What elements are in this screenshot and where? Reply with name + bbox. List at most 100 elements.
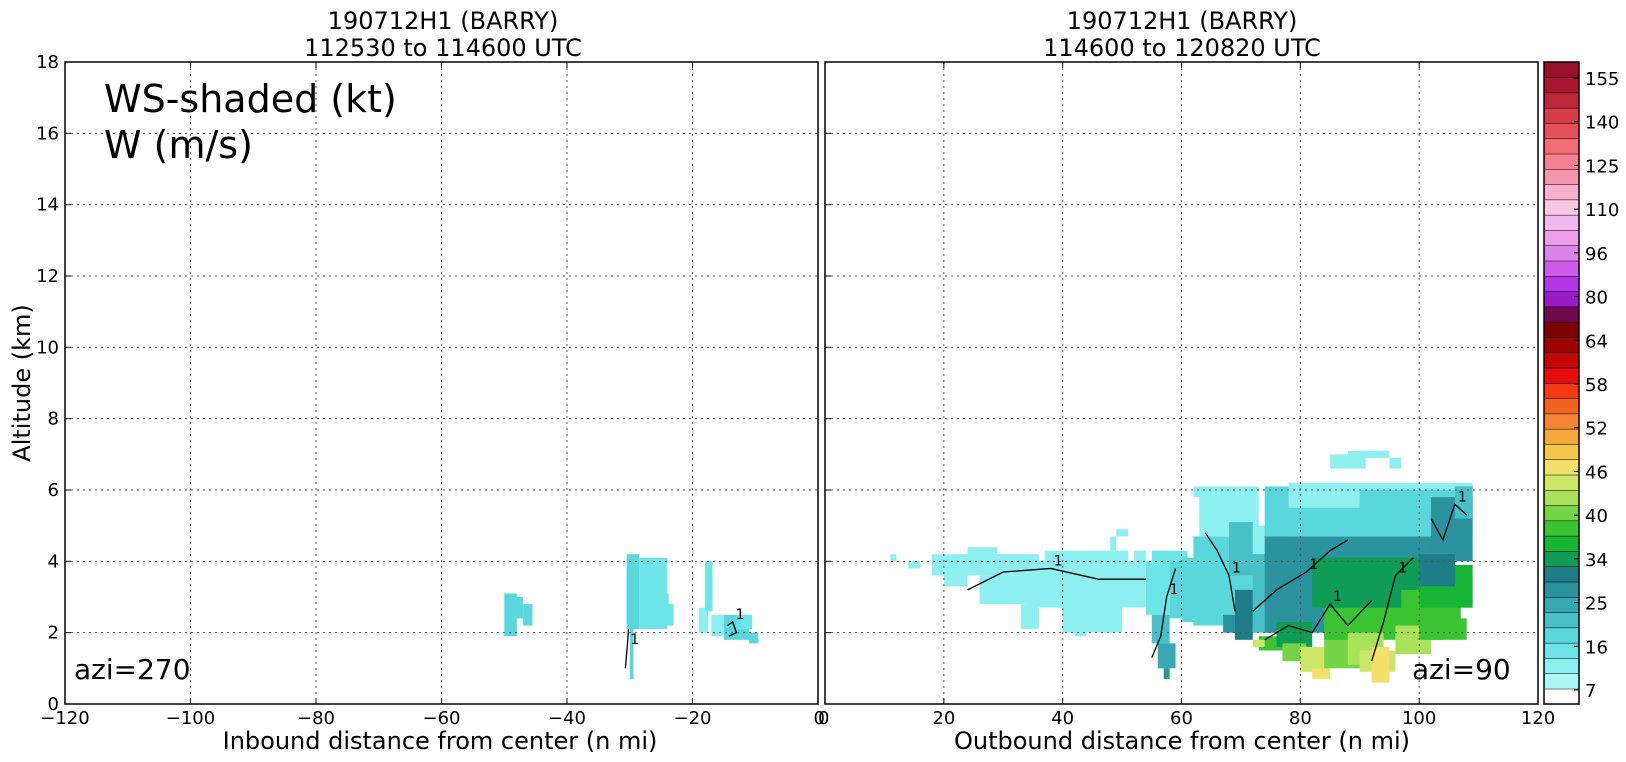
- ws-cell: [1021, 604, 1039, 630]
- ws-cell: [736, 614, 753, 630]
- ws-cell: [1347, 450, 1390, 458]
- colorbar-band: [1543, 184, 1580, 201]
- colorbar-tick-label: 110: [1585, 200, 1619, 221]
- legend-text-w: W (m/s): [104, 123, 253, 167]
- colorbar-band: [1543, 566, 1580, 583]
- colorbar-band: [1543, 138, 1580, 155]
- ws-cell: [698, 607, 709, 633]
- x-tick-label: 60: [1170, 708, 1193, 729]
- colorbar-band: [1543, 168, 1580, 185]
- ws-cell: [748, 632, 759, 644]
- x-tick-label: −60: [423, 708, 461, 729]
- colorbar-band: [1543, 428, 1580, 445]
- colorbar-band: [1543, 443, 1580, 460]
- x-tick-label: 120: [1521, 708, 1555, 729]
- right-panel-xticks: 0 20 40 60 80 100 120: [814, 61, 1555, 729]
- left-panel-xticks: −120 −100 −80 −60 −40 −20 0: [40, 62, 829, 729]
- w-contour: [1371, 557, 1414, 662]
- colorbar-band: [1543, 489, 1580, 506]
- w-contour-label: 1: [1170, 582, 1179, 598]
- colorbar-band: [1543, 61, 1580, 78]
- colorbar-band: [1543, 627, 1580, 644]
- colorbar-band: [1543, 122, 1580, 139]
- colorbar-tick-label: 46: [1585, 462, 1608, 483]
- x-tick-label: −20: [674, 708, 712, 729]
- ws-cell: [523, 604, 533, 626]
- ws-cell: [626, 554, 640, 630]
- ws-cell: [1371, 646, 1390, 683]
- ws-cell: [931, 554, 1039, 576]
- ws-cell: [1229, 522, 1253, 576]
- colorbar-tick-label: 64: [1585, 331, 1608, 352]
- colorbar-labels: 155 140 125 110 96 80 64 58 52 46 40 34 25 16 7: [1574, 69, 1619, 702]
- colorbar-band: [1543, 199, 1580, 216]
- colorbar-band: [1543, 153, 1580, 170]
- colorbar-tick-label: 140: [1585, 113, 1619, 134]
- y-tick-label: 6: [48, 480, 59, 501]
- x-tick-label: −80: [297, 708, 335, 729]
- colorbar-band: [1543, 336, 1580, 353]
- w-contour-label: 1: [1232, 561, 1241, 577]
- right-panel-xlabel: Outbound distance from center (n mi): [954, 727, 1410, 755]
- ws-cell: [1234, 589, 1253, 640]
- y-tick-label: 0: [48, 694, 59, 715]
- ws-cell: [890, 554, 897, 562]
- left-panel-title-line1: 190712H1 (BARRY): [328, 7, 559, 35]
- ws-cell: [1252, 639, 1265, 647]
- x-tick-label: 0: [818, 708, 829, 729]
- ws-cell: [1151, 550, 1188, 562]
- left-panel-grid: [65, 62, 818, 704]
- colorbar-band: [1543, 214, 1580, 231]
- ws-cell: [1330, 454, 1366, 469]
- ws-cell: [1312, 668, 1331, 680]
- left-panel-title-line2: 112530 to 114600 UTC: [304, 34, 582, 62]
- colorbar-tick-label: 25: [1585, 594, 1608, 615]
- colorbar-frame: [1543, 61, 1580, 705]
- ws-cell: [1145, 561, 1170, 615]
- y-tick-label: 8: [48, 409, 59, 430]
- colorbar-tick-label: 125: [1585, 156, 1619, 177]
- x-tick-label: −120: [40, 708, 89, 729]
- ws-cell: [629, 625, 634, 680]
- y-tick-label: 16: [36, 123, 59, 144]
- ws-cell: [711, 614, 724, 637]
- colorbar-tick-label: 52: [1585, 419, 1608, 440]
- ws-cell: [664, 604, 674, 626]
- ws-cell: [1419, 554, 1455, 587]
- ws-cell: [967, 547, 998, 562]
- ws-cell: [1074, 621, 1087, 637]
- colorbar-tick-label: 40: [1585, 506, 1608, 527]
- ws-cell: [1193, 486, 1235, 498]
- colorbar-band: [1543, 535, 1580, 552]
- colorbar-tick-label: 16: [1585, 637, 1608, 658]
- colorbar-band: [1543, 596, 1580, 613]
- colorbar-tick-label: 58: [1585, 375, 1608, 396]
- w-contour-label: 1: [630, 632, 639, 648]
- colorbar-band: [1543, 77, 1580, 94]
- colorbar-band: [1543, 367, 1580, 384]
- x-tick-label: 40: [1051, 708, 1074, 729]
- colorbar-band: [1543, 642, 1580, 659]
- ws-cell: [908, 561, 921, 569]
- colorbar-band: [1543, 107, 1580, 124]
- colorbar-band: [1543, 474, 1580, 491]
- legend-text-ws: WS-shaded (kt): [104, 77, 397, 121]
- x-tick-label: 80: [1289, 708, 1312, 729]
- ws-cell: [1276, 621, 1313, 647]
- colorbar-band: [1543, 321, 1580, 338]
- left-panel: 190712H1 (BARRY) 112530 to 114600 UTC 1 1…: [36, 7, 829, 755]
- colorbar-band: [1543, 657, 1580, 674]
- w-contour: [1264, 600, 1373, 641]
- y-tick-label: 18: [36, 52, 59, 73]
- y-axis-label: Altitude (km): [8, 304, 36, 461]
- ws-cell: [943, 572, 968, 587]
- ws-cell: [1044, 550, 1129, 562]
- y-tick-label: 12: [36, 266, 59, 287]
- y-tick-label: 2: [48, 623, 59, 644]
- w-contour: [624, 629, 630, 669]
- ws-cell: [1163, 668, 1170, 680]
- colorbar-tick-label: 7: [1585, 681, 1596, 702]
- left-panel-shading: [504, 554, 759, 680]
- ws-cell: [1300, 482, 1473, 490]
